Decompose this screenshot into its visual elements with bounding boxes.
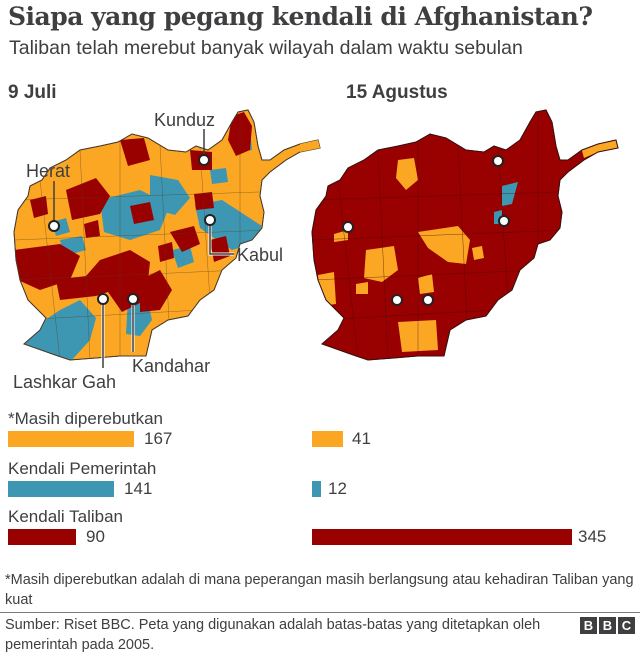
- city-markers-july: [48, 129, 234, 368]
- value-july-government: 141: [124, 479, 153, 498]
- footnote: *Masih diperebutkan adalah di mana peper…: [5, 572, 634, 608]
- wakhan-fragment: [300, 140, 320, 152]
- kandahar-marker-icon: [127, 293, 139, 305]
- map-july: [13, 109, 321, 361]
- bar-august-taliban: [312, 529, 572, 545]
- kabul-marker-icon: [204, 214, 216, 226]
- bbc-logo-letter: B: [599, 617, 616, 634]
- city-label-kandahar: Kandahar: [132, 356, 210, 376]
- city-label-kabul: Kabul: [237, 245, 283, 265]
- legend-contested: *Masih diperebutkan: [8, 409, 163, 428]
- source-note: Sumber: Riset BBC. Peta yang digunakan a…: [5, 617, 541, 653]
- value-july-contested: 167: [144, 429, 173, 448]
- map-august: [311, 109, 619, 361]
- bbc-logo: B B C: [580, 617, 635, 634]
- value-july-taliban: 90: [86, 527, 105, 546]
- city-markers-august: [342, 155, 510, 306]
- bar-july-contested: [8, 431, 134, 447]
- chart-title: Siapa yang pegang kendali di Afghanistan…: [8, 2, 593, 31]
- map-date-july: 9 Juli: [8, 82, 57, 103]
- herat-marker-icon: [48, 220, 60, 232]
- value-august-taliban: 345: [578, 527, 607, 546]
- lashkar-gah-marker-icon: [97, 293, 109, 305]
- bar-july-government: [8, 481, 114, 497]
- bar-july-taliban: [8, 529, 76, 545]
- divider: [0, 612, 640, 613]
- bar-august-government: [312, 481, 321, 497]
- city-label-kunduz: Kunduz: [154, 110, 215, 130]
- maps-svg: Kunduz Herat Kabul Kandahar Lashkar Gah: [13, 109, 619, 392]
- map-date-august: 15 Agustus: [346, 82, 448, 103]
- legend-taliban: Kendali Taliban: [8, 507, 123, 526]
- kunduz-marker-icon: [198, 154, 210, 166]
- bbc-logo-letter: C: [618, 617, 635, 634]
- bar-august-contested: [312, 431, 343, 447]
- value-august-government: 12: [328, 479, 347, 498]
- legend-government: Kendali Pemerintah: [8, 459, 157, 478]
- chart-subtitle: Taliban telah merebut banyak wilayah dal…: [9, 37, 523, 59]
- value-august-contested: 41: [352, 429, 371, 448]
- bbc-logo-letter: B: [580, 617, 597, 634]
- city-label-herat: Herat: [26, 161, 70, 181]
- city-label-lashkar-gah: Lashkar Gah: [13, 372, 116, 392]
